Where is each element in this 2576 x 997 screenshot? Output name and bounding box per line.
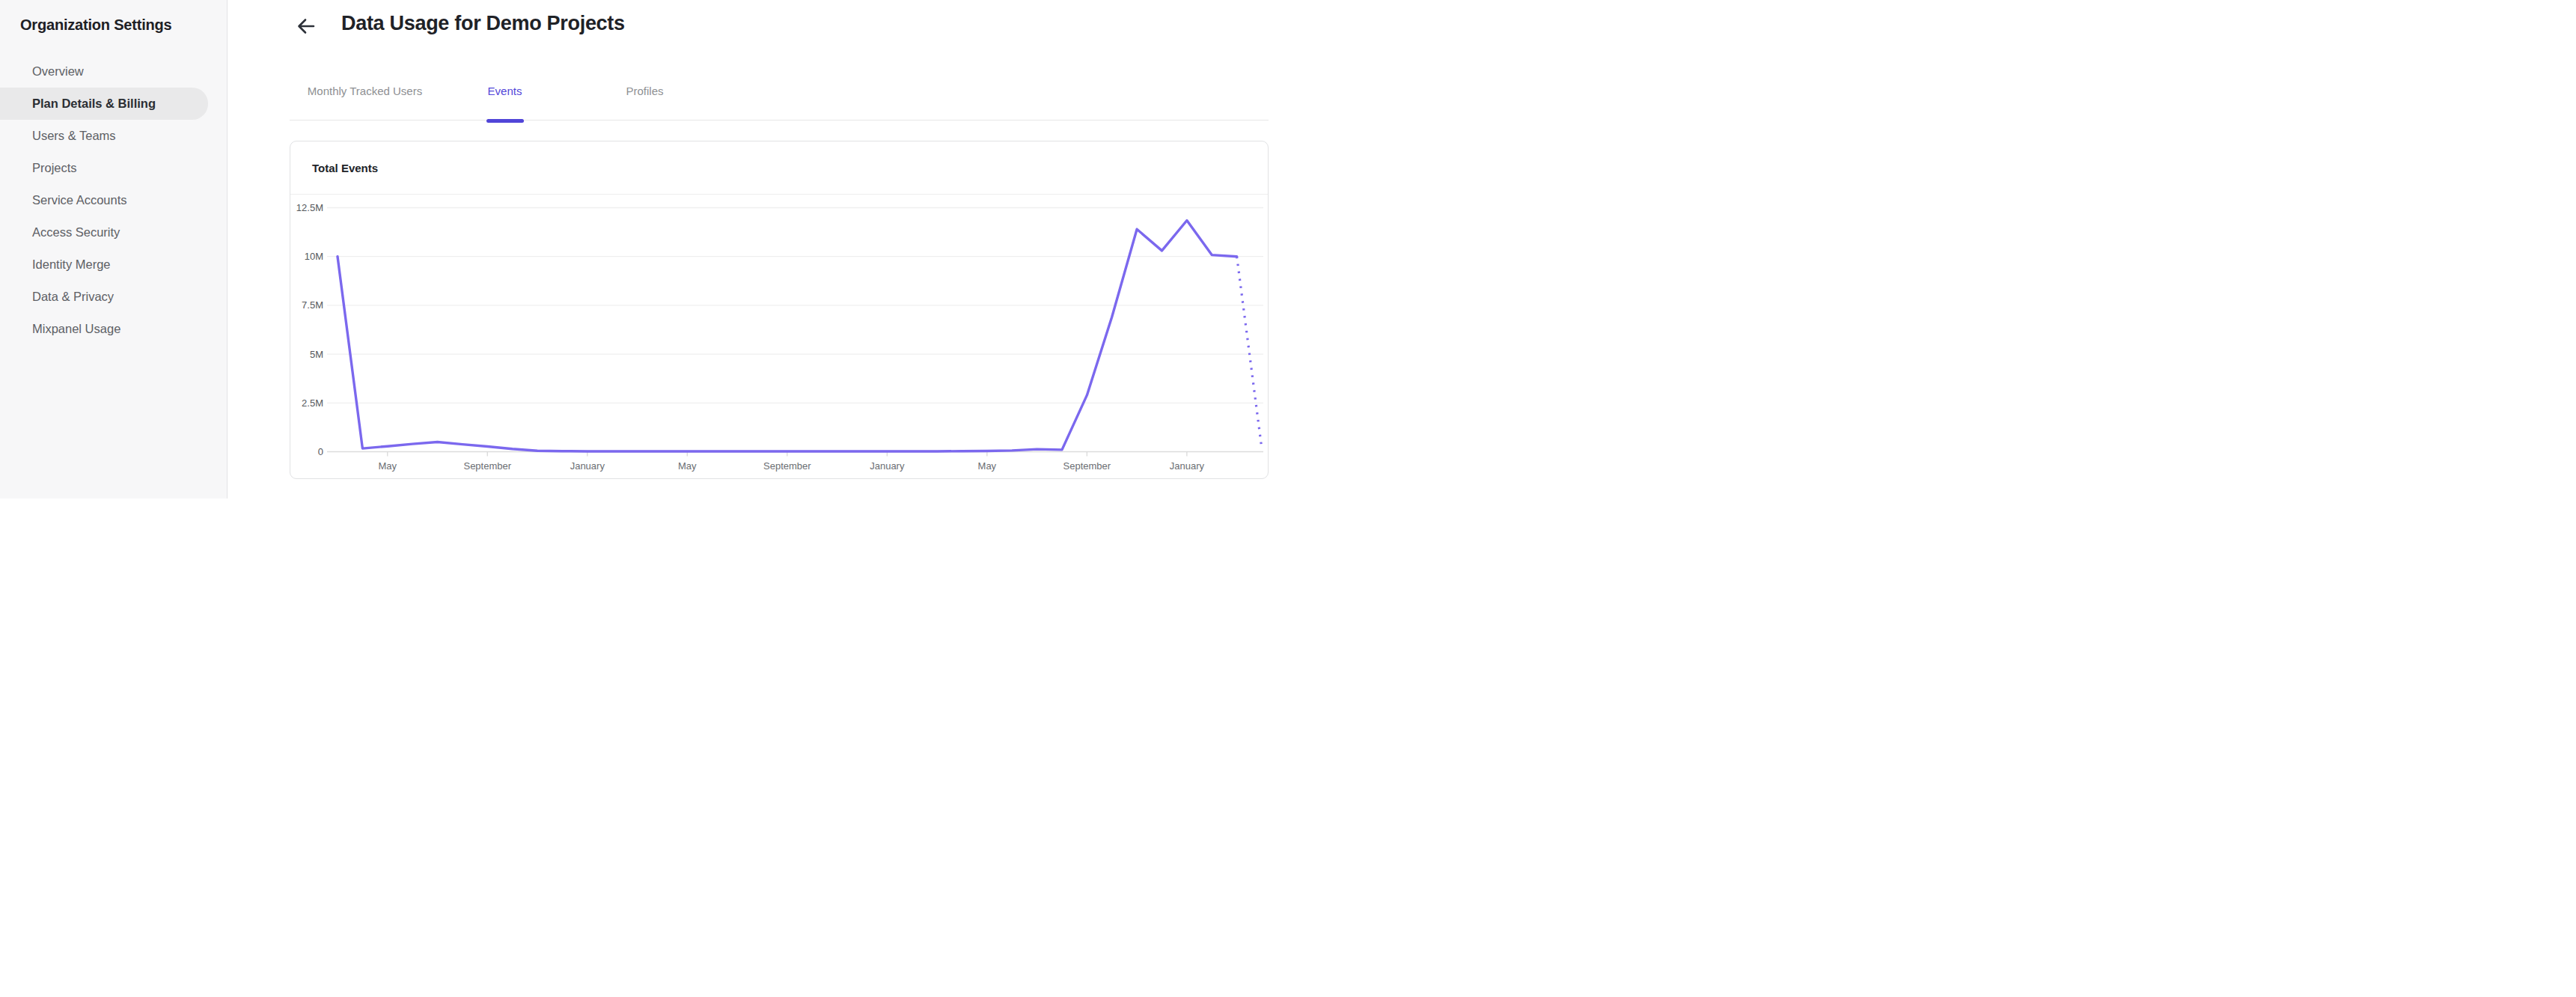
x-axis-label: May — [978, 460, 997, 472]
sidebar-nav: OverviewPlan Details & BillingUsers & Te… — [0, 55, 227, 345]
y-axis-label: 2.5M — [302, 397, 323, 409]
sidebar-item-projects[interactable]: Projects — [0, 152, 208, 184]
x-axis-label: January — [870, 460, 905, 472]
x-axis-label: September — [1063, 460, 1111, 472]
tab-label: Events — [488, 85, 522, 97]
y-axis-label: 5M — [310, 349, 323, 360]
y-axis-label: 12.5M — [296, 202, 323, 213]
events-line-chart: 0 2.5M 5M 7.5M 10M 12.5M May September January Ma… — [290, 195, 1268, 479]
data-usage-page: { "sidebar": { "title": "Organization Se… — [0, 0, 1288, 498]
back-button[interactable] — [295, 15, 317, 37]
sidebar-item-access-security[interactable]: Access Security — [0, 216, 208, 249]
y-axis-label: 7.5M — [302, 299, 323, 311]
sidebar-item-overview[interactable]: Overview — [0, 55, 208, 88]
tab-bar: Monthly Tracked Users Events Profiles — [290, 72, 1269, 121]
active-tab-underline — [486, 119, 524, 123]
sidebar: Organization Settings OverviewPlan Detai… — [0, 0, 228, 498]
sidebar-item-plan-details-billing[interactable]: Plan Details & Billing — [0, 88, 208, 120]
tab-label: Monthly Tracked Users — [308, 85, 422, 97]
x-axis-label: January — [570, 460, 605, 472]
x-axis-label: September — [463, 460, 511, 472]
sidebar-item-mixpanel-usage[interactable]: Mixpanel Usage — [0, 313, 208, 345]
total-events-card: Total Events 0 2.5M 5M 7.5M 10M 12.5M May Septe… — [290, 141, 1269, 479]
sidebar-item-identity-merge[interactable]: Identity Merge — [0, 249, 208, 281]
sidebar-item-service-accounts[interactable]: Service Accounts — [0, 184, 208, 216]
chart-svg: 0 2.5M 5M 7.5M 10M 12.5M May September January Ma… — [290, 195, 1268, 479]
tab-label: Profiles — [626, 85, 663, 97]
chart-line — [338, 221, 1237, 452]
x-axis-label: May — [678, 460, 697, 472]
left-arrow-icon — [295, 15, 317, 37]
sidebar-title: Organization Settings — [20, 16, 171, 34]
chart-projected-line — [1237, 257, 1262, 449]
tab-monthly-tracked-users[interactable]: Monthly Tracked Users — [295, 72, 435, 121]
sidebar-item-data-privacy[interactable]: Data & Privacy — [0, 281, 208, 313]
sidebar-item-users-teams[interactable]: Users & Teams — [0, 120, 208, 152]
x-axis-label: January — [1170, 460, 1205, 472]
x-axis-label: May — [378, 460, 397, 472]
y-axis-label: 10M — [305, 251, 323, 262]
tab-profiles[interactable]: Profiles — [575, 72, 715, 121]
x-axis-label: September — [763, 460, 811, 472]
page-title: Data Usage for Demo Projects — [341, 12, 625, 35]
y-axis-label: 0 — [318, 446, 323, 457]
tab-events[interactable]: Events — [435, 72, 575, 121]
card-title: Total Events — [290, 141, 1268, 195]
